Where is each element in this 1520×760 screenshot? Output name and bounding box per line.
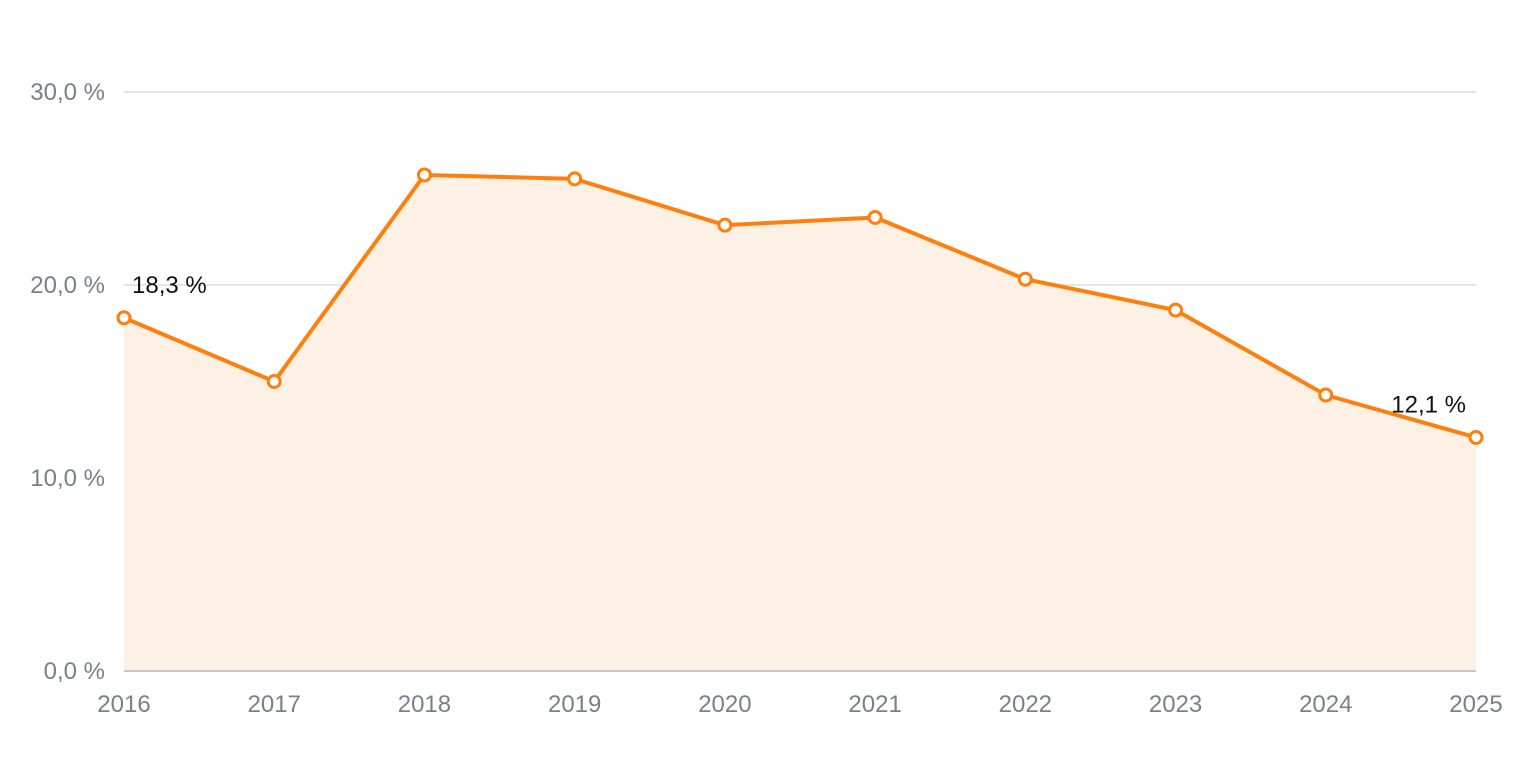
data-point-2021 <box>867 209 883 225</box>
x-tick-label: 2019 <box>548 691 601 718</box>
x-tick-label: 2020 <box>698 691 751 718</box>
data-label-2016: 18,3 % <box>132 272 207 299</box>
data-point-2016 <box>116 310 132 326</box>
x-tick-label: 2016 <box>97 691 150 718</box>
data-point-2020 <box>717 217 733 233</box>
data-point-2022 <box>1017 271 1033 287</box>
x-tick-label: 2017 <box>248 691 301 718</box>
data-point-2018 <box>416 167 432 183</box>
data-point-2024 <box>1318 387 1334 403</box>
x-tick-label: 2025 <box>1449 691 1502 718</box>
y-tick-label: 10,0 % <box>30 465 105 492</box>
series-line <box>122 172 1478 440</box>
x-tick-label: 2024 <box>1299 691 1352 718</box>
data-point-2019 <box>567 171 583 187</box>
y-tick-label: 20,0 % <box>30 272 105 299</box>
data-point-2023 <box>1168 302 1184 318</box>
data-point-2017 <box>266 374 282 389</box>
x-tick-label: 2023 <box>1149 691 1202 718</box>
data-label-2025: 12,1 % <box>1391 391 1466 418</box>
data-point-2025 <box>1468 429 1484 445</box>
x-tick-label: 2021 <box>848 691 901 718</box>
series-area-fill <box>124 174 1476 672</box>
x-tick-label: 2018 <box>398 691 451 718</box>
y-tick-label: 0,0 % <box>44 658 105 685</box>
y-tick-label: 30,0 % <box>30 79 105 106</box>
x-tick-label: 2022 <box>999 691 1052 718</box>
